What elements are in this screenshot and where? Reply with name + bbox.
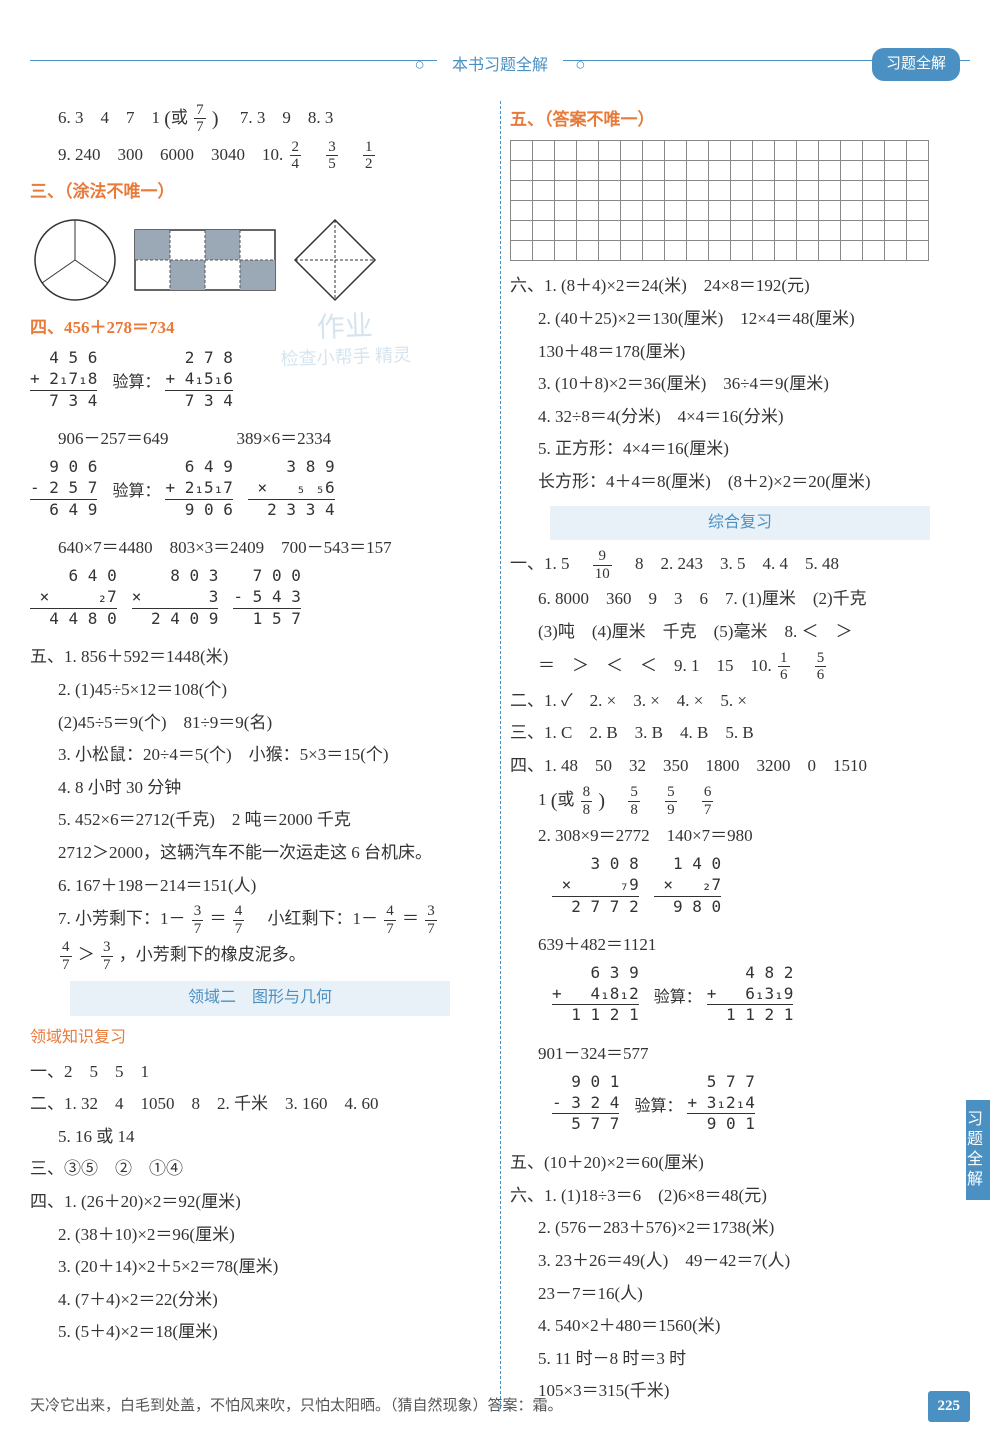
r3-1a: 一、1. 5 910 8 2. 243 3. 5 4. 4 5. 48 bbox=[510, 548, 970, 582]
r3-4-1b: 1 (或 88 ) 58 59 67 bbox=[510, 783, 970, 819]
r3-6-3b: 23－7＝16(人) bbox=[510, 1279, 970, 1310]
region-2-sub: 领域知识复习 bbox=[30, 1024, 490, 1053]
eq-b: 906－257＝649 389×6＝2334 bbox=[30, 424, 490, 455]
region-3-title: 综合复习 bbox=[550, 506, 930, 541]
footer: 天冷它出来，白毛到处盖，不怕风来吹，只怕太阳晒。（猜自然现象）答案：霜。 225 bbox=[30, 1391, 970, 1422]
r-sec6-2b: 130＋48＝178(厘米) bbox=[510, 337, 970, 368]
r3-1c: (3)吨 (4)厘米 千克 (5)毫米 8. ＜ ＞ bbox=[510, 617, 970, 648]
r3-5: 五、(10＋20)×2＝60(厘米) bbox=[510, 1148, 970, 1179]
r2-4-4: 4. (7＋4)×2＝22(分米) bbox=[30, 1285, 490, 1316]
sec5-3: 3. 小松鼠：20÷4＝5(个) 小猴：5×3＝15(个) bbox=[30, 740, 490, 771]
item-6-prefix: 6. 3 4 7 1 bbox=[58, 108, 160, 127]
header-title: 本书习题全解 bbox=[437, 52, 563, 81]
circle-diagram bbox=[30, 215, 120, 305]
sec5-2b: (2)45÷5＝9(个) 81÷9＝9(名) bbox=[30, 708, 490, 739]
r-sec6-2a: 2. (40＋25)×2＝130(厘米) 12×4＝48(厘米) bbox=[510, 304, 970, 335]
r-sec6-1: 六、1. (8＋4)×2＝24(米) 24×8＝192(元) bbox=[510, 271, 970, 302]
r2-1: 一、2 5 5 1 bbox=[30, 1057, 490, 1088]
r3-1b: 6. 8000 360 9 3 6 7. (1)厘米 (2)千克 bbox=[510, 584, 970, 615]
r3-6-1: 六、1. (1)18÷3＝6 (2)6×8＝48(元) bbox=[510, 1181, 970, 1212]
diagrams-row bbox=[30, 215, 490, 305]
r-sec6-3: 3. (10＋8)×2＝36(厘米) 36÷4＝9(厘米) bbox=[510, 369, 970, 400]
item-6-suffix: 7. 3 9 8. 3 bbox=[223, 108, 334, 127]
calc-row-c: 6 4 0× ₂7 4 4 8 0 8 0 3× 3 2 4 0 9 7 0 0… bbox=[30, 566, 490, 637]
page-header: ○ 本书习题全解 ○ bbox=[30, 50, 970, 81]
eq-f: 901－324＝577 bbox=[510, 1039, 970, 1070]
r2-2b: 5. 16 或 14 bbox=[30, 1122, 490, 1153]
r3-4-2: 2. 308×9＝2772 140×7＝980 bbox=[510, 821, 970, 852]
sec5-1: 五、1. 856＋592＝1448(米) bbox=[30, 642, 490, 673]
sec5-2a: 2. (1)45÷5×12＝108(个) bbox=[30, 675, 490, 706]
corner-badge: 习题全解 bbox=[872, 48, 960, 81]
side-tab: 习题全解 bbox=[966, 1100, 990, 1200]
calc-row-d: 3 0 8× ₇9 2 7 7 2 1 4 0× ₂7 9 8 0 bbox=[510, 854, 970, 925]
r-sec5: 五、（答案不唯一） bbox=[510, 105, 970, 136]
sec5-7a: 7. 小芳剩下：1－ 37 ＝ 47 小红剩下：1－ 47 ＝ 37 bbox=[30, 903, 490, 937]
r2-3: 三、③⑤ ② ①④ bbox=[30, 1154, 490, 1185]
diamond-diagram bbox=[290, 215, 380, 305]
r3-1d: ＝ ＞ ＜ ＜ 9. 1 15 10. 16 56 bbox=[510, 650, 970, 684]
item-6: 6. 3 4 7 1 (或 77 ) 7. 3 9 8. 3 bbox=[30, 101, 490, 137]
sec5-4: 4. 8 小时 30 分钟 bbox=[30, 773, 490, 804]
sec5-5b: 2712＞2000，这辆汽车不能一次运走这 6 台机床。 bbox=[30, 838, 490, 869]
sec5-7b: 47 ＞ 37 ，小芳剩下的橡皮泥多。 bbox=[30, 939, 490, 973]
r-sec6-5b: 长方形：4＋4＝8(厘米) (8＋2)×2＝20(厘米) bbox=[510, 467, 970, 498]
eq-e: 639＋482＝1121 bbox=[510, 930, 970, 961]
page-number: 225 bbox=[928, 1391, 971, 1422]
sec5-5a: 5. 452×6＝2712(千克) 2 吨＝2000 千克 bbox=[30, 805, 490, 836]
r-sec6-5a: 5. 正方形：4×4＝16(厘米) bbox=[510, 434, 970, 465]
sec5-6: 6. 167＋198－214＝151(人) bbox=[30, 871, 490, 902]
answer-grid bbox=[510, 140, 970, 261]
r2-2a: 二、1. 32 4 1050 8 2. 千米 3. 160 4. 60 bbox=[30, 1089, 490, 1120]
header-dot-right: ○ bbox=[575, 55, 585, 74]
section-3: 三、（涂法不唯一） bbox=[30, 177, 490, 208]
calc-row-f: 9 0 1- 3 2 4 5 7 7 验算： 5 7 7+ 3₁2₁4 9 0 … bbox=[510, 1072, 970, 1143]
r2-4-5: 5. (5＋4)×2＝18(厘米) bbox=[30, 1317, 490, 1348]
r-sec6-4: 4. 32÷8＝4(分米) 4×4＝16(分米) bbox=[510, 402, 970, 433]
r2-4-2: 2. (38＋10)×2＝96(厘米) bbox=[30, 1220, 490, 1251]
r3-3: 三、1. C 2. B 3. B 4. B 5. B bbox=[510, 718, 970, 749]
section-4: 四、456＋278＝734 bbox=[30, 313, 490, 344]
calc-row-b: 9 0 6- 2 5 7 6 4 9 验算： 6 4 9+ 2₁5₁7 9 0 … bbox=[30, 457, 490, 528]
grid-diagram bbox=[130, 215, 280, 305]
r2-4-1: 四、1. (26＋20)×2＝92(厘米) bbox=[30, 1187, 490, 1218]
item-9-10: 9. 240 300 6000 3040 10. 24 35 12 bbox=[30, 139, 490, 173]
r3-6-2: 2. (576－283＋576)×2＝1738(米) bbox=[510, 1213, 970, 1244]
r3-6-4: 4. 540×2＋480＝1560(米) bbox=[510, 1311, 970, 1342]
header-dot-left: ○ bbox=[414, 55, 424, 74]
left-column: 6. 3 4 7 1 (或 77 ) 7. 3 9 8. 3 9. 240 30… bbox=[30, 101, 490, 1409]
r2-4-3: 3. (20＋14)×2＋5×2＝78(厘米) bbox=[30, 1252, 490, 1283]
calc-row-e: 6 3 9+ 4₁8₁2 1 1 2 1 验算： 4 8 2+ 6₁3₁9 1 … bbox=[510, 963, 970, 1034]
calc-row-a: 4 5 6+ 2₁7₁8 7 3 4 验算： 2 7 8+ 4₁5₁6 7 3 … bbox=[30, 348, 490, 419]
r3-2: 二、1. ✓ 2. × 3. × 4. × 5. × bbox=[510, 686, 970, 717]
r3-4-1a: 四、1. 48 50 32 350 1800 3200 0 1510 bbox=[510, 751, 970, 782]
eq-c: 640×7＝4480 803×3＝2409 700－543＝157 bbox=[30, 533, 490, 564]
region-2-title: 领域二 图形与几何 bbox=[70, 981, 450, 1016]
footer-riddle: 天冷它出来，白毛到处盖，不怕风来吹，只怕太阳晒。（猜自然现象）答案：霜。 bbox=[30, 1393, 563, 1420]
right-column: 五、（答案不唯一） 六、1. (8＋4)×2＝24(米) 24×8＝192(元)… bbox=[510, 101, 970, 1409]
column-divider bbox=[500, 101, 501, 1409]
r3-6-3a: 3. 23＋26＝49(人) 49－42＝7(人) bbox=[510, 1246, 970, 1277]
r3-6-5a: 5. 11 时－8 时＝3 时 bbox=[510, 1344, 970, 1375]
